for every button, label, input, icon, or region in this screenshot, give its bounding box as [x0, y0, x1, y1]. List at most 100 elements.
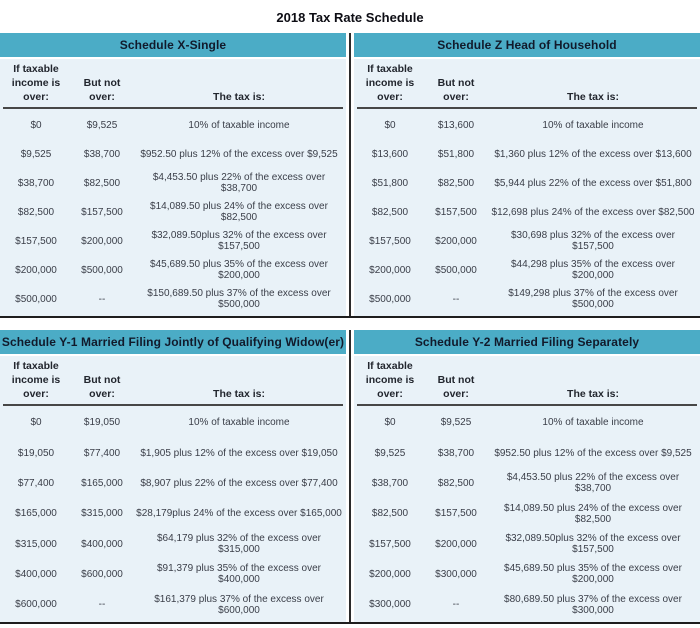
cell-tax-formula: $1,905 plus 12% of the excess over $19,0… [140, 447, 338, 459]
cell-income-over: $500,000 [369, 293, 411, 305]
table-row: $165,000 $315,000 $28,179plus 24% of the e… [3, 499, 343, 529]
cell-but-not-over: $13,600 [437, 119, 475, 131]
cell-but-not-over: $400,000 [81, 538, 123, 550]
cell-income-over: $0 [384, 119, 396, 131]
cell-but-not-over: $500,000 [81, 264, 123, 276]
cell-income-over: $157,500 [15, 235, 57, 247]
cell-tax-formula: $150,689.50 plus 37% of the excess over … [147, 288, 331, 311]
cell-but-not-over: $9,525 [440, 417, 472, 429]
cell-tax-formula: 10% of taxable income [188, 417, 290, 429]
cell-but-not-over: $157,500 [81, 206, 123, 218]
cell-but-not-over: -- [452, 599, 460, 611]
column-header-tax-is: The tax is: [567, 388, 619, 401]
table-row: $315,000 $400,000 $64,179 plus 32% of the … [3, 529, 343, 559]
table-row: $500,000 -- $149,298 plus 37% of the exces… [357, 285, 697, 314]
cell-income-over: $400,000 [15, 568, 57, 580]
cell-tax-formula: $8,907 plus 22% of the excess over $77,4… [140, 477, 338, 489]
schedule-title: Schedule Y-2 Married Filing Separately [354, 330, 700, 354]
column-header-row: If taxable income is over: But not over: T… [357, 356, 697, 406]
cell-but-not-over: $38,700 [437, 447, 475, 459]
cell-tax-formula: $12,698 plus 24% of the excess over $82,… [491, 206, 695, 218]
cell-tax-formula: $32,089.50plus 32% of the excess over $1… [505, 533, 681, 556]
cell-income-over: $157,500 [369, 235, 411, 247]
column-header-tax-is: The tax is: [213, 388, 265, 401]
cell-income-over: $200,000 [15, 264, 57, 276]
cell-tax-formula: $32,089.50plus 32% of the excess over $1… [151, 230, 327, 253]
cell-but-not-over: $315,000 [81, 508, 123, 520]
schedule-body: If taxable income is over: But not over: T… [354, 356, 700, 622]
cell-income-over: $0 [30, 417, 42, 429]
table-row: $0 $9,525 10% of taxable income [357, 408, 697, 438]
cell-income-over: $0 [384, 417, 396, 429]
cell-but-not-over: $300,000 [435, 568, 477, 580]
cell-but-not-over: $38,700 [83, 148, 121, 160]
table-row: $157,500 $200,000 $30,698 plus 32% of the … [357, 227, 697, 256]
column-header-row: If taxable income is over: But not over: T… [357, 59, 697, 109]
cell-but-not-over: $82,500 [83, 177, 121, 189]
cell-income-over: $82,500 [371, 206, 409, 218]
table-row: $300,000 -- $80,689.50 plus 37% of the exc… [357, 590, 697, 620]
schedule-table-y2-married-separately: Schedule Y-2 Married Filing Separately If… [354, 330, 700, 622]
cell-tax-formula: $4,453.50 plus 22% of the excess over $3… [152, 172, 326, 195]
table-row: $157,500 $200,000 $32,089.50plus 32% of th… [357, 529, 697, 559]
horizontal-gap [0, 318, 700, 330]
column-header-over: If taxable income is over: [365, 63, 415, 104]
schedule-rows: $0 $13,600 10% of taxable income $13,600 $51… [357, 109, 697, 316]
cell-tax-formula: $952.50 plus 12% of the excess over $9,5… [140, 148, 338, 160]
table-row: $600,000 -- $161,379 plus 37% of the exces… [3, 590, 343, 620]
cell-income-over: $9,525 [20, 148, 52, 160]
column-header-but-not-over: But not over: [83, 374, 121, 401]
schedule-title: Schedule Z Head of Household [354, 33, 700, 57]
column-header-but-not-over: But not over: [437, 77, 475, 104]
table-row: $0 $9,525 10% of taxable income [3, 111, 343, 140]
cell-income-over: $19,050 [17, 447, 55, 459]
page-title: 2018 Tax Rate Schedule [276, 10, 424, 25]
table-row: $200,000 $300,000 $45,689.50 plus 35% of t… [357, 559, 697, 589]
vertical-divider [346, 330, 354, 622]
cell-tax-formula: $44,298 plus 35% of the excess over $200… [511, 259, 675, 282]
cell-but-not-over: $157,500 [435, 508, 477, 520]
cell-tax-formula: $45,689.50 plus 35% of the excess over $… [150, 259, 328, 282]
schedule-body: If taxable income is over: But not over: T… [0, 59, 346, 316]
cell-but-not-over: $165,000 [81, 477, 123, 489]
table-row: $0 $19,050 10% of taxable income [3, 408, 343, 438]
table-row: $500,000 -- $150,689.50 plus 37% of the ex… [3, 285, 343, 314]
cell-income-over: $13,600 [371, 148, 409, 160]
table-row: $38,700 $82,500 $4,453.50 plus 22% of the … [3, 169, 343, 198]
schedule-rows: $0 $19,050 10% of taxable income $19,050 $77… [3, 406, 343, 622]
cell-income-over: $157,500 [369, 538, 411, 550]
column-header-tax-is: The tax is: [567, 91, 619, 104]
table-row: $77,400 $165,000 $8,907 plus 22% of the ex… [3, 468, 343, 498]
cell-tax-formula: $1,360 plus 12% of the excess over $13,6… [494, 148, 692, 160]
cell-but-not-over: $200,000 [435, 235, 477, 247]
schedule-table-y1-married-jointly: Schedule Y-1 Married Filing Jointly of Q… [0, 330, 346, 622]
table-row: $200,000 $500,000 $44,298 plus 35% of the … [357, 256, 697, 285]
table-row: $82,500 $157,500 $14,089.50 plus 24% of th… [357, 499, 697, 529]
cell-but-not-over: $200,000 [435, 538, 477, 550]
schedule-body: If taxable income is over: But not over: T… [354, 59, 700, 316]
cell-income-over: $165,000 [15, 508, 57, 520]
cell-income-over: $38,700 [371, 477, 409, 489]
cell-tax-formula: $28,179plus 24% of the excess over $165,… [136, 508, 342, 520]
table-row: $82,500 $157,500 $12,698 plus 24% of the e… [357, 198, 697, 227]
cell-tax-formula: $14,089.50 plus 24% of the excess over $… [150, 201, 328, 224]
table-row: $38,700 $82,500 $4,453.50 plus 22% of the … [357, 468, 697, 498]
cell-but-not-over: -- [98, 293, 106, 305]
cell-but-not-over: $157,500 [435, 206, 477, 218]
cell-tax-formula: $45,689.50 plus 35% of the excess over $… [504, 563, 682, 586]
cell-but-not-over: $82,500 [437, 477, 475, 489]
cell-tax-formula: $80,689.50 plus 37% of the excess over $… [504, 593, 682, 616]
cell-tax-formula: 10% of taxable income [188, 119, 290, 131]
cell-tax-formula: 10% of taxable income [542, 119, 644, 131]
table-row: $82,500 $157,500 $14,089.50 plus 24% of th… [3, 198, 343, 227]
bottom-schedules-band: Schedule Y-1 Married Filing Jointly of Q… [0, 330, 700, 624]
column-header-but-not-over: But not over: [437, 374, 475, 401]
schedule-table-z-head-of-household: Schedule Z Head of Household If taxable i… [354, 33, 700, 316]
schedule-title: Schedule X-Single [0, 33, 346, 57]
top-schedules-band: Schedule X-Single If taxable income is ov… [0, 33, 700, 318]
table-row: $0 $13,600 10% of taxable income [357, 111, 697, 140]
cell-income-over: $82,500 [371, 508, 409, 520]
cell-income-over: $77,400 [17, 477, 55, 489]
schedule-rows: $0 $9,525 10% of taxable income $9,525 $38,7… [357, 406, 697, 622]
schedule-title: Schedule Y-1 Married Filing Jointly of Q… [0, 330, 346, 354]
